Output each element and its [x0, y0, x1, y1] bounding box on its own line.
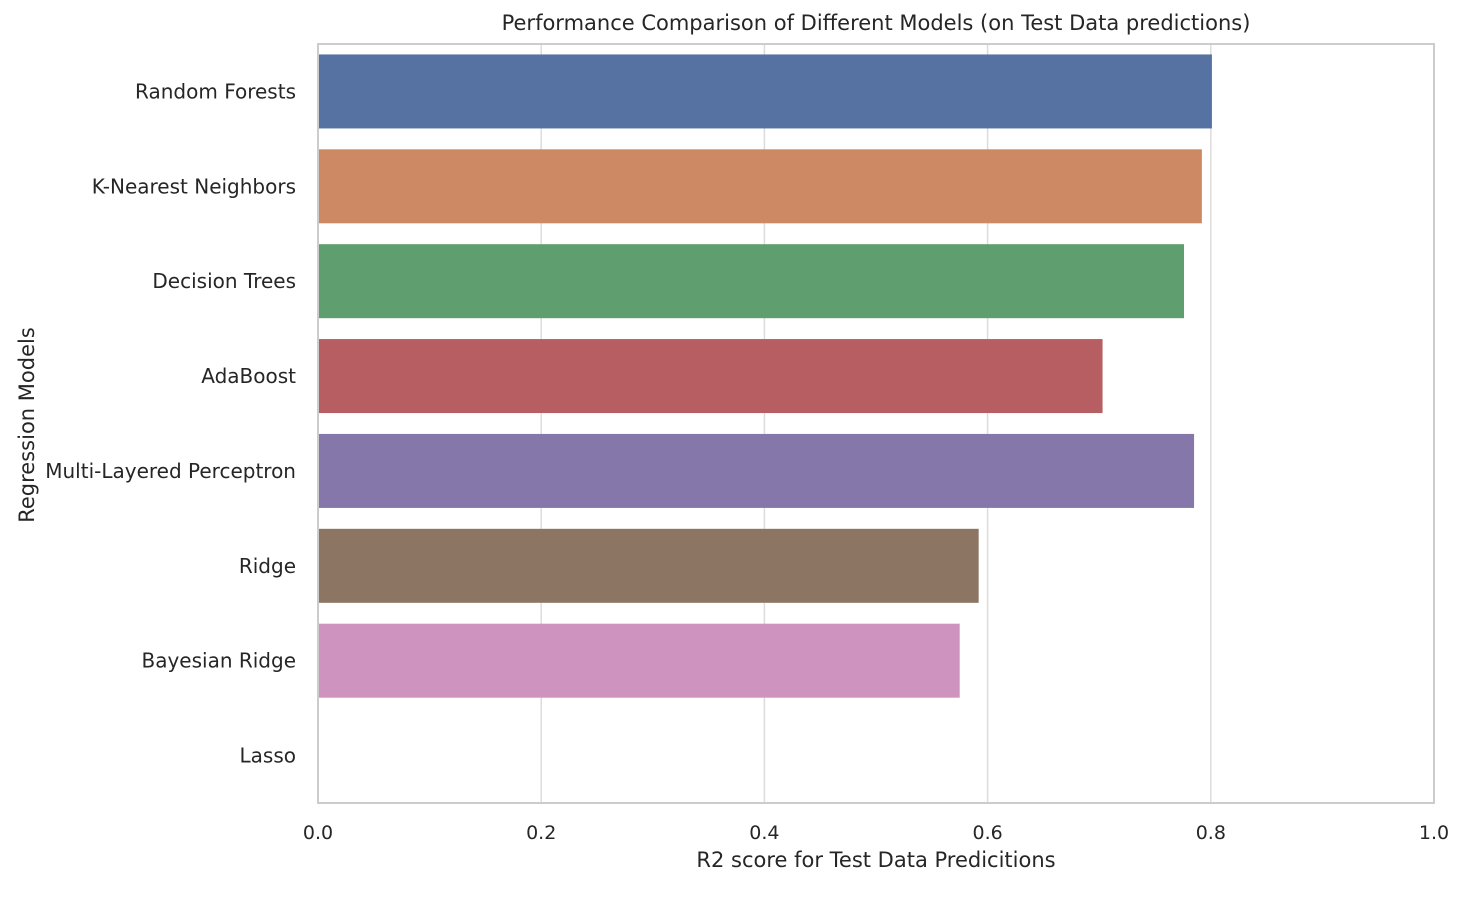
- x-tick-label: 0.4: [749, 822, 779, 844]
- bar: [318, 149, 1202, 224]
- x-tick-labels: 0.0 0.2 0.4 0.6 0.8 1.0: [303, 822, 1449, 844]
- x-tick-label: 0.6: [972, 822, 1002, 844]
- x-tick-label: 0.8: [1196, 822, 1226, 844]
- plot-frame: [317, 43, 1435, 804]
- bar: [318, 244, 1185, 319]
- bars: [318, 54, 1212, 698]
- bar: [318, 528, 979, 603]
- y-tick-label: Multi-Layered Perceptron: [45, 459, 296, 483]
- bar: [318, 433, 1195, 508]
- x-axis-label: R2 score for Test Data Predicitions: [696, 848, 1055, 872]
- bar: [318, 54, 1212, 129]
- y-tick-label: Decision Trees: [152, 269, 296, 293]
- x-tick-label: 0.0: [303, 822, 333, 844]
- bar: [318, 339, 1103, 414]
- x-tick-label: 1.0: [1419, 822, 1449, 844]
- x-tick-label: 0.2: [526, 822, 556, 844]
- y-tick-label: K-Nearest Neighbors: [92, 174, 296, 198]
- y-tick-labels: Random Forests K-Nearest Neighbors Decisio…: [45, 79, 296, 767]
- chart-title: Performance Comparison of Different Mode…: [502, 11, 1251, 35]
- y-tick-label: AdaBoost: [201, 364, 296, 388]
- y-tick-label: Random Forests: [135, 79, 296, 103]
- bar: [318, 623, 960, 698]
- y-tick-label: Ridge: [239, 554, 296, 578]
- y-tick-label: Lasso: [240, 744, 296, 768]
- y-tick-label: Bayesian Ridge: [141, 649, 296, 673]
- y-axis-label: Regression Models: [15, 327, 39, 523]
